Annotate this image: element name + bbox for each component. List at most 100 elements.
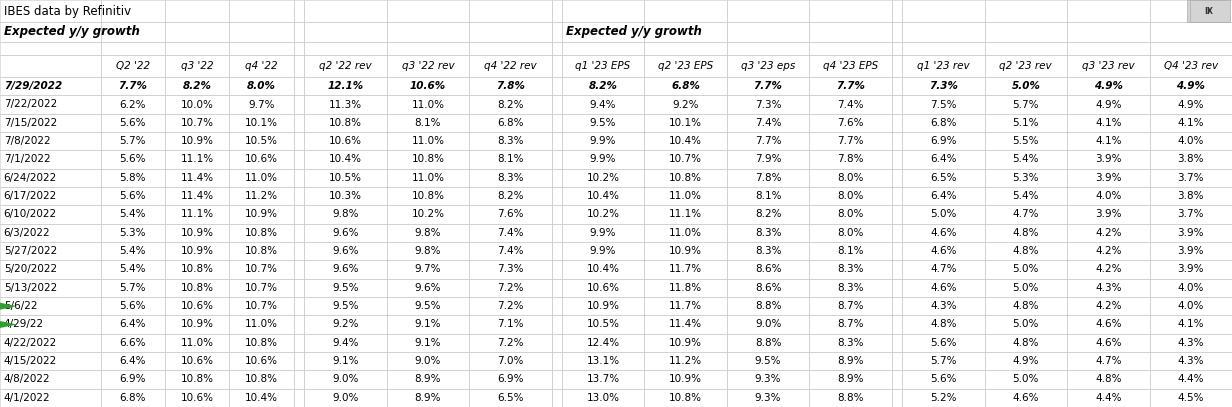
Bar [892, 95, 902, 114]
Bar [165, 42, 229, 55]
Text: 5/20/2022: 5/20/2022 [4, 265, 57, 274]
Text: 7.4%: 7.4% [496, 246, 524, 256]
Bar [304, 206, 387, 224]
Bar [892, 297, 902, 315]
Text: 11.4%: 11.4% [181, 191, 213, 201]
Bar [229, 77, 293, 95]
Text: q3 '23 rev: q3 '23 rev [1082, 61, 1135, 71]
Bar [1067, 150, 1149, 168]
Bar [562, 77, 644, 95]
Bar [229, 334, 293, 352]
Bar [902, 0, 984, 22]
Text: 7.8%: 7.8% [496, 81, 525, 91]
Text: 7.5%: 7.5% [930, 99, 956, 109]
Bar [469, 150, 552, 168]
Bar [644, 334, 727, 352]
Bar [892, 168, 902, 187]
Bar [387, 297, 469, 315]
Text: 7.8%: 7.8% [755, 173, 781, 183]
Text: 8.8%: 8.8% [755, 301, 781, 311]
Bar [727, 315, 809, 334]
Text: 4.9%: 4.9% [1178, 99, 1204, 109]
Text: 8.0%: 8.0% [838, 228, 864, 238]
Bar [0, 315, 101, 334]
Bar [387, 242, 469, 260]
Text: 4.6%: 4.6% [1095, 319, 1121, 330]
Bar [562, 95, 644, 114]
Text: 9.4%: 9.4% [590, 99, 616, 109]
Bar [165, 114, 229, 132]
Text: q4 '22: q4 '22 [245, 61, 278, 71]
Bar [644, 242, 727, 260]
Bar [293, 389, 304, 407]
Text: 5.4%: 5.4% [1013, 191, 1039, 201]
Text: 5.5%: 5.5% [1013, 136, 1039, 146]
Text: 9.9%: 9.9% [590, 246, 616, 256]
Bar [387, 132, 469, 150]
Text: 11.0%: 11.0% [669, 191, 702, 201]
Bar [1149, 114, 1232, 132]
Bar [1067, 242, 1149, 260]
Bar [644, 95, 727, 114]
Bar [0, 22, 101, 42]
Text: 5.0%: 5.0% [1013, 374, 1039, 385]
Text: 6/24/2022: 6/24/2022 [4, 173, 57, 183]
Bar [0, 334, 101, 352]
Bar [727, 389, 809, 407]
Text: 8.9%: 8.9% [415, 393, 441, 403]
Bar [469, 334, 552, 352]
Text: 7/15/2022: 7/15/2022 [4, 118, 57, 128]
Bar [165, 77, 229, 95]
Bar [552, 55, 562, 77]
Text: 5.6%: 5.6% [930, 338, 956, 348]
Bar [101, 260, 165, 279]
Bar [0, 279, 101, 297]
Bar [809, 224, 892, 242]
Text: 4.7%: 4.7% [1095, 356, 1121, 366]
Text: 4.0%: 4.0% [1178, 136, 1204, 146]
Bar [101, 389, 165, 407]
Bar [387, 114, 469, 132]
Text: 8.3%: 8.3% [496, 136, 524, 146]
Bar [1067, 0, 1149, 22]
Bar [1149, 224, 1232, 242]
Text: 5.4%: 5.4% [120, 210, 145, 219]
Bar [229, 260, 293, 279]
Text: 9.8%: 9.8% [415, 246, 441, 256]
Bar [984, 42, 1067, 55]
Bar [892, 77, 902, 95]
Bar [809, 168, 892, 187]
Bar [165, 242, 229, 260]
Polygon shape [0, 303, 17, 310]
Text: 10.4%: 10.4% [669, 136, 702, 146]
Text: 11.0%: 11.0% [181, 338, 213, 348]
Bar [165, 206, 229, 224]
Bar [0, 95, 101, 114]
Polygon shape [0, 321, 17, 328]
Bar [387, 370, 469, 389]
Bar [1067, 77, 1149, 95]
Bar [165, 0, 229, 22]
Text: 8.3%: 8.3% [838, 283, 864, 293]
Bar [552, 114, 562, 132]
Text: 10.8%: 10.8% [181, 283, 213, 293]
Bar [0, 0, 101, 22]
Text: q2 '22 rev: q2 '22 rev [319, 61, 372, 71]
Text: 4.6%: 4.6% [930, 228, 956, 238]
Bar [387, 168, 469, 187]
Text: 13.1%: 13.1% [586, 356, 620, 366]
Bar [892, 55, 902, 77]
Text: 10.9%: 10.9% [669, 374, 702, 385]
Bar [387, 150, 469, 168]
Bar [1149, 150, 1232, 168]
Bar [984, 315, 1067, 334]
Text: 8.0%: 8.0% [838, 191, 864, 201]
Text: q4 '22 rev: q4 '22 rev [484, 61, 537, 71]
Text: 7.8%: 7.8% [838, 155, 864, 164]
Text: 9.8%: 9.8% [333, 210, 359, 219]
Text: 6.4%: 6.4% [120, 319, 145, 330]
Text: 6.5%: 6.5% [930, 173, 956, 183]
Text: 9.5%: 9.5% [333, 283, 359, 293]
Bar [902, 242, 984, 260]
Text: 5/6/22: 5/6/22 [4, 301, 37, 311]
